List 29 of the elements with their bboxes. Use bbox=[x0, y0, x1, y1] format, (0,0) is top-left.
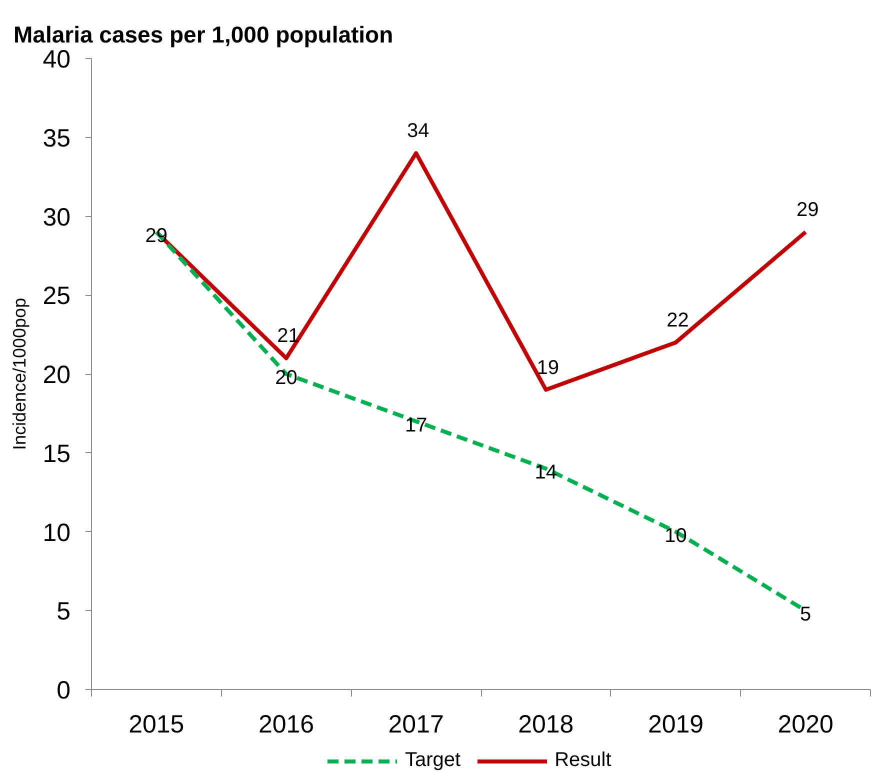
y-tick-label: 25 bbox=[42, 282, 71, 310]
y-tick-label: 0 bbox=[56, 676, 70, 704]
data-label: 10 bbox=[664, 524, 687, 547]
legend-label: Target bbox=[405, 749, 461, 772]
y-tick-label: 15 bbox=[42, 440, 71, 468]
data-label: 5 bbox=[800, 604, 812, 626]
x-tick-label: 2018 bbox=[518, 710, 574, 738]
y-tick-label: 10 bbox=[42, 518, 71, 547]
x-tick-label: 2016 bbox=[258, 710, 314, 738]
y-tick-label: 30 bbox=[42, 203, 71, 232]
x-tick-label: 2020 bbox=[778, 710, 834, 738]
x-tick-label: 2015 bbox=[128, 710, 184, 738]
x-tick-label: 2017 bbox=[388, 710, 444, 738]
y-tick-label: 20 bbox=[42, 361, 71, 389]
legend-label: Result bbox=[554, 749, 612, 772]
data-label: 20 bbox=[275, 367, 298, 389]
data-label: 19 bbox=[536, 356, 560, 379]
data-label: 21 bbox=[277, 325, 300, 348]
data-label: 14 bbox=[534, 462, 558, 484]
data-label: 29 bbox=[796, 199, 819, 222]
y-tick-label: 5 bbox=[56, 598, 70, 626]
y-tick-label: 40 bbox=[42, 46, 71, 74]
data-label: 17 bbox=[404, 414, 428, 436]
y-tick-label: 35 bbox=[42, 124, 71, 152]
chart-title: Malaria cases per 1,000 population bbox=[14, 22, 394, 48]
y-axis-title: Incidence/1000pop bbox=[10, 298, 30, 450]
x-tick-label: 2019 bbox=[648, 710, 704, 738]
data-label: 34 bbox=[406, 120, 430, 142]
data-label: 22 bbox=[666, 309, 689, 332]
